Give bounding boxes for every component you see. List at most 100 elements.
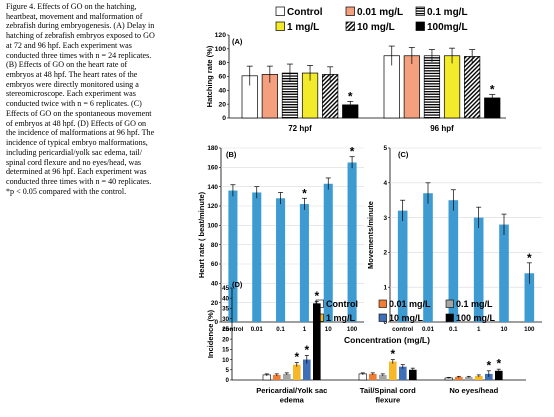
bar xyxy=(293,364,301,380)
y-tick-label: 40 xyxy=(218,88,226,95)
panel-label: (A) xyxy=(232,37,243,46)
caption-line: including pericardial/yolk sac edema, ta… xyxy=(6,147,142,157)
y-tick-label: 35 xyxy=(222,306,229,313)
bar xyxy=(379,374,387,380)
bar xyxy=(276,198,286,322)
y-tick-label: 20 xyxy=(211,300,219,307)
y-tick-label: 40 xyxy=(211,281,219,288)
x-group-label: Tail/Spinal cord xyxy=(360,386,416,395)
legend-label: 10 mg/L xyxy=(389,313,424,323)
x-tick-label: 0.01 xyxy=(251,326,264,333)
significance-star: * xyxy=(304,343,309,357)
bar xyxy=(228,190,238,322)
y-tick-label: 30 xyxy=(222,316,229,323)
shared-x-axis-label: Concentration (mg/L) xyxy=(344,335,430,345)
y-tick-label: 60 xyxy=(211,261,219,268)
figure-caption: Figure 4. Effects of GO on the hatching,… xyxy=(6,2,220,196)
x-group-label: Pericardial/Yolk sac xyxy=(256,386,327,395)
y-tick-label: 180 xyxy=(207,145,218,152)
legend-swatch xyxy=(378,299,387,308)
y-tick-label: 80 xyxy=(218,60,226,67)
significance-star: * xyxy=(390,347,395,361)
bar xyxy=(485,373,493,380)
bar xyxy=(499,224,509,322)
x-tick-label: 0.1 xyxy=(276,326,285,333)
bar xyxy=(369,373,377,380)
legend-swatch xyxy=(445,313,454,322)
bar xyxy=(455,376,463,380)
caption-line: stereomicroscope. Each experiment was xyxy=(6,89,136,99)
x-tick-label: control xyxy=(222,326,243,333)
x-group-label: No eyes/head xyxy=(449,386,498,395)
significance-star: * xyxy=(348,89,353,103)
caption-line: at 72 and 96 hpf. Each experiment was xyxy=(6,40,132,50)
legend-label: 0.1 mg/L xyxy=(456,299,493,309)
caption-line: heartbeat, movement and malformation of xyxy=(6,11,143,21)
y-axis-label: Hatching rate (%) xyxy=(205,45,214,107)
bar xyxy=(475,375,483,380)
y-tick-label: 0 xyxy=(383,319,387,326)
legend-label: 1 mg/L xyxy=(326,313,356,323)
y-tick-label: 25 xyxy=(222,326,229,333)
caption-line: of embryos at 48 hpf. (D) Effects of GO … xyxy=(6,118,147,128)
bar xyxy=(473,217,484,322)
y-tick-label: 140 xyxy=(207,184,218,191)
y-tick-label: 60 xyxy=(218,74,226,81)
panel-label: (C) xyxy=(398,150,409,159)
caption-line: Effects of GO on the spontaneous movemen… xyxy=(6,108,152,118)
x-group-label: 96 hpf xyxy=(430,124,454,133)
y-tick-label: 0 xyxy=(226,377,230,384)
caption-line: Figure 4. Effects of GO on the hatching, xyxy=(6,2,137,11)
y-axis-label: Incidence (%) xyxy=(206,309,215,358)
y-tick-label: 5 xyxy=(383,145,387,152)
legend-swatch xyxy=(415,6,425,16)
y-tick-label: 1 xyxy=(383,284,387,291)
caption-line: determined at 96 hpf. Each experiment wa… xyxy=(6,167,147,177)
significance-star: * xyxy=(490,82,495,96)
legend-swatch xyxy=(345,6,355,16)
caption-line: conducted three times with n = 24 replic… xyxy=(6,50,152,60)
significance-star: * xyxy=(294,350,299,364)
x-tick-label: 10 xyxy=(325,326,332,333)
caption-line: spinal cord flexure and no eyes/head, wa… xyxy=(6,157,142,167)
bar xyxy=(495,370,503,380)
legend-label: 1 mg/L xyxy=(287,22,319,33)
panel-label: (D) xyxy=(232,280,243,289)
y-tick-label: 45 xyxy=(222,285,229,292)
y-tick-label: 15 xyxy=(222,347,229,354)
legend-swatch xyxy=(275,21,285,31)
x-group-label: 72 hpf xyxy=(288,124,312,133)
x-group-label: edema xyxy=(280,396,305,405)
x-tick-label: 100 xyxy=(347,326,358,333)
x-tick-label: 10 xyxy=(501,326,508,333)
legend-label: 100 mg/L xyxy=(456,313,496,323)
y-tick-label: 5 xyxy=(226,367,230,374)
caption-line: hatching of zebrafish embryos exposed to… xyxy=(6,31,155,41)
bar xyxy=(524,273,535,322)
legend-label: 0.01 mg/L xyxy=(357,7,403,18)
legend-label: 10 mg/L xyxy=(357,22,395,33)
bar xyxy=(389,361,397,380)
bar xyxy=(423,55,441,119)
x-tick-label: control xyxy=(392,326,413,333)
y-tick-label: 40 xyxy=(222,295,229,302)
legend-swatch xyxy=(275,6,285,16)
legend-swatch xyxy=(378,313,387,322)
legend-label: 0.1 mg/L xyxy=(427,7,468,18)
caption-line: incidence of typical embryo malformation… xyxy=(6,138,148,148)
legend-label: 100mg/L xyxy=(427,22,468,33)
caption-line: embryos were directly monitored using a xyxy=(6,79,139,89)
y-tick-label: 10 xyxy=(222,357,229,364)
y-tick-label: 0 xyxy=(222,115,226,122)
legend-label: 0.01 mg/L xyxy=(389,299,431,309)
bar xyxy=(303,359,311,380)
caption-line: the incidence of malformations at 96 hpf… xyxy=(6,128,155,138)
x-tick-label: 100 xyxy=(524,326,535,333)
y-tick-label: 20 xyxy=(218,101,226,108)
bar xyxy=(465,376,473,380)
legend-swatch xyxy=(445,299,454,308)
legend-swatch xyxy=(415,21,425,31)
x-group-label: flexure xyxy=(375,396,400,405)
bar xyxy=(399,366,407,380)
